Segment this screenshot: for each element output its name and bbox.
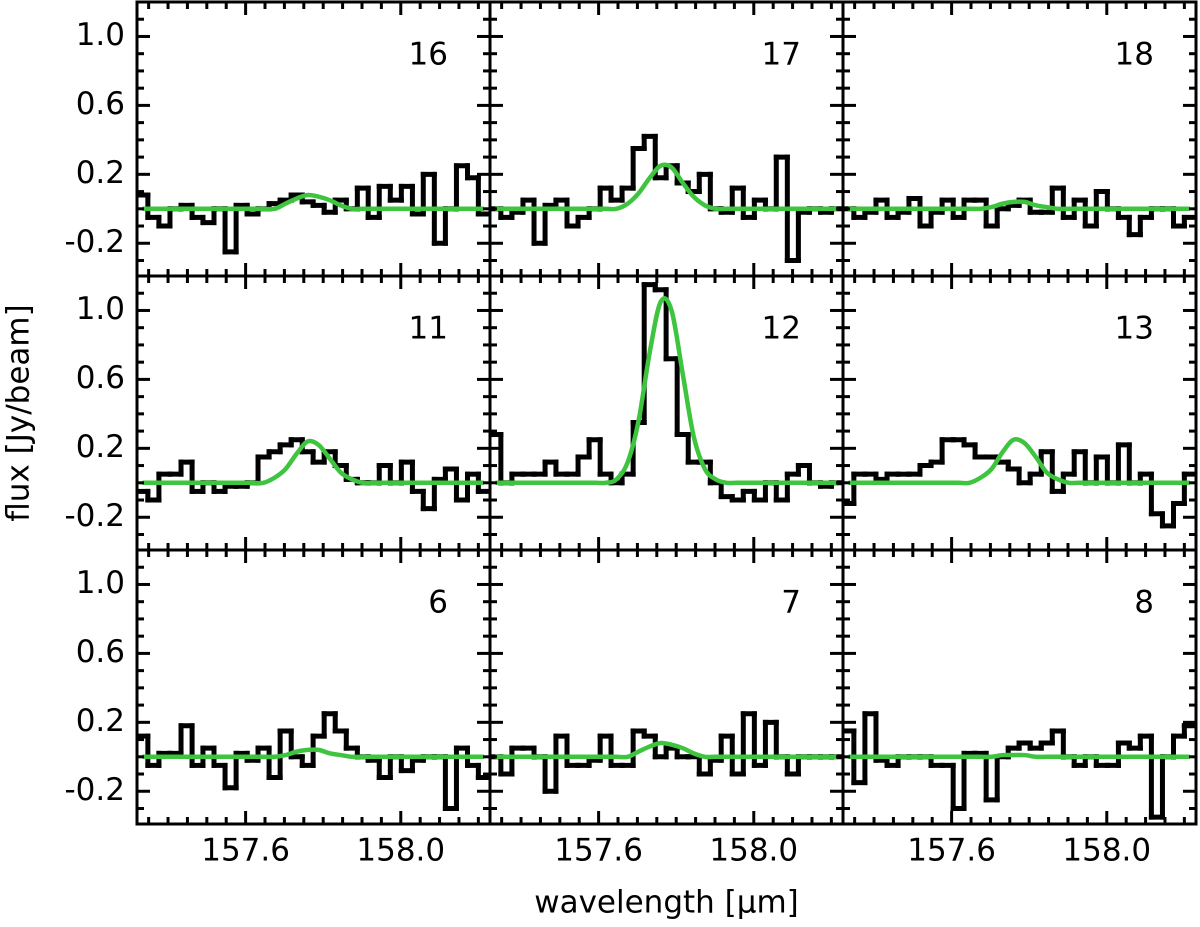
y-tick-label: 0.2 xyxy=(76,429,125,465)
fit-line xyxy=(848,752,1190,760)
panel xyxy=(137,163,490,255)
fit-line xyxy=(142,192,484,212)
panel-label: 8 xyxy=(1134,585,1154,621)
panel-label: 17 xyxy=(762,37,801,73)
panel-label: 12 xyxy=(762,311,801,347)
panel-label: 11 xyxy=(409,311,448,347)
y-tick-label: -0.2 xyxy=(65,772,126,808)
fit-line xyxy=(495,162,837,212)
x-tick-label: 158.0 xyxy=(709,833,798,869)
y-tick-label: 0.2 xyxy=(76,703,125,739)
panel-frame xyxy=(841,548,1198,826)
fit-line xyxy=(495,740,837,760)
x-tick-label: 157.6 xyxy=(907,833,996,869)
y-tick-label: -0.2 xyxy=(65,224,126,260)
panel-label: 16 xyxy=(409,37,448,73)
y-tick-label: 0.6 xyxy=(76,634,125,670)
y-tick-label: -0.2 xyxy=(65,498,126,534)
x-tick-label: 158.0 xyxy=(1062,833,1151,869)
panel xyxy=(843,711,1196,820)
panel-label: 7 xyxy=(781,585,801,621)
fit-line xyxy=(142,747,484,760)
panel xyxy=(137,711,490,811)
y-tick-label: 0.6 xyxy=(76,360,125,396)
x-tick-label: 157.6 xyxy=(201,833,290,869)
panel xyxy=(490,282,843,503)
y-tick-label: 0.6 xyxy=(76,86,125,122)
fit-line xyxy=(848,436,1190,486)
panel-label: 13 xyxy=(1115,311,1154,347)
panel-label: 6 xyxy=(428,585,448,621)
x-tick-label: 158.0 xyxy=(356,833,445,869)
y-axis-label: flux [Jy/beam] xyxy=(1,304,37,521)
y-tick-label: 1.0 xyxy=(76,291,125,327)
panel xyxy=(490,711,843,794)
x-tick-label: 157.6 xyxy=(554,833,643,869)
panel xyxy=(490,133,843,263)
y-tick-label: 1.0 xyxy=(76,17,125,53)
x-axis-label: wavelength [µm] xyxy=(534,885,799,921)
fit-line xyxy=(495,296,837,486)
panel xyxy=(843,185,1196,238)
y-tick-label: 1.0 xyxy=(76,565,125,601)
y-tick-label: 0.2 xyxy=(76,155,125,191)
panel xyxy=(843,436,1196,529)
panel xyxy=(137,437,490,512)
fit-line xyxy=(142,438,484,486)
panel-label: 18 xyxy=(1115,37,1154,73)
fit-line xyxy=(848,199,1190,212)
